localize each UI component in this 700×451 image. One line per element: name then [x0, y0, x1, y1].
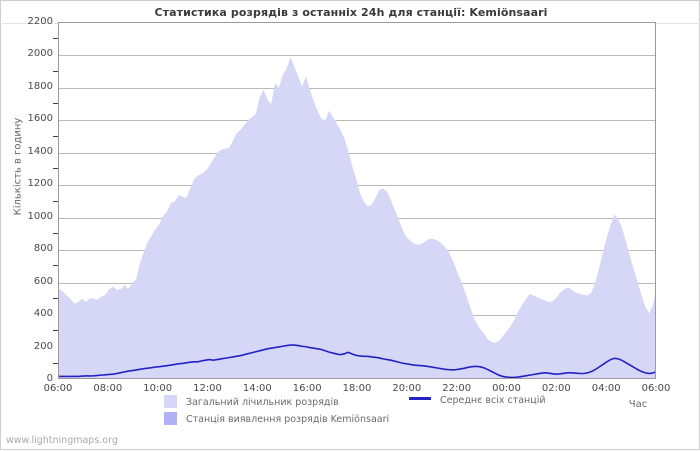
- y-axis-tick-label: 0: [46, 373, 53, 384]
- y-axis-tick-label: 1600: [27, 113, 53, 125]
- y-axis-tick-label: 200: [33, 340, 53, 352]
- y-axis-minor-tick: [53, 103, 58, 104]
- x-axis-tick-label: 06:00: [43, 383, 73, 394]
- y-axis-minor-tick: [53, 330, 58, 331]
- y-axis-tick-label: 400: [33, 308, 53, 320]
- x-axis-tick-label: 08:00: [93, 383, 123, 394]
- y-axis-tick-label: 1200: [27, 178, 53, 190]
- x-axis-tick-label: 20:00: [392, 383, 422, 394]
- watermark: www.lightningmaps.org: [6, 435, 118, 446]
- x-axis-tick-label: 14:00: [242, 383, 272, 394]
- legend-label-total: Загальний лічильник розрядів: [186, 397, 339, 408]
- y-axis-tick-label: 2200: [27, 16, 53, 27]
- y-axis-tick-label: 1800: [27, 80, 53, 92]
- y-axis-title: Кількість в годину: [12, 117, 24, 216]
- legend-item-average: Середнє всіх станцій: [409, 395, 546, 406]
- legend-label-average: Середнє всіх станцій: [440, 395, 546, 406]
- x-axis-tick-label: 02:00: [541, 383, 571, 394]
- y-axis-minor-tick: [53, 201, 58, 202]
- plot-svg: [59, 55, 655, 378]
- y-axis-tick-label: 800: [33, 243, 53, 255]
- page-title: Статистика розрядів з останніх 24h для с…: [154, 6, 548, 19]
- y-axis-tick-label: 600: [33, 275, 53, 287]
- y-axis-minor-tick: [53, 298, 58, 299]
- legend-item-total: Загальний лічильник розрядів: [164, 395, 339, 408]
- total-discharge-area: [59, 57, 655, 378]
- x-axis-tick-label: 12:00: [193, 383, 222, 394]
- x-axis-tick-label: 00:00: [492, 383, 521, 394]
- y-axis-minor-tick: [53, 38, 58, 39]
- chart-legend: Загальний лічильник розрядів Середнє всі…: [1, 394, 700, 430]
- y-axis-minor-tick: [53, 168, 58, 169]
- y-axis-minor-tick: [53, 136, 58, 137]
- legend-swatch-total: [164, 395, 177, 408]
- x-axis-tick-label: 22:00: [442, 383, 472, 394]
- y-axis-tick-labels: 0 200 400 600 800 1000 1200 1400 1600 1800 2000 220…: [1, 1, 53, 451]
- x-axis-tick-label: 16:00: [292, 383, 322, 394]
- x-axis-title: Час: [628, 399, 648, 410]
- x-axis-tick-label: 10:00: [143, 383, 173, 394]
- x-axis-tick-label: 04:00: [591, 383, 621, 394]
- legend-item-station: Станція виявлення розрядів Kemiönsaari: [164, 412, 389, 425]
- plot-area: [58, 22, 656, 379]
- y-axis-tick-label: 1000: [27, 210, 53, 222]
- y-axis-minor-tick: [53, 71, 58, 72]
- y-axis-minor-tick: [53, 265, 58, 266]
- legend-line-average: [409, 397, 431, 400]
- x-axis-tick-label: 18:00: [342, 383, 372, 394]
- y-axis-minor-tick: [53, 363, 58, 364]
- legend-label-station: Станція виявлення розрядів Kemiönsaari: [186, 414, 390, 425]
- x-axis-tick-label: 06:00: [641, 383, 671, 394]
- y-axis-tick-label: 2000: [27, 48, 53, 60]
- average-all-stations-line: [59, 344, 655, 378]
- y-axis-tick-label: 1400: [27, 145, 53, 157]
- y-axis-minor-tick: [53, 233, 58, 234]
- legend-swatch-station: [164, 412, 177, 425]
